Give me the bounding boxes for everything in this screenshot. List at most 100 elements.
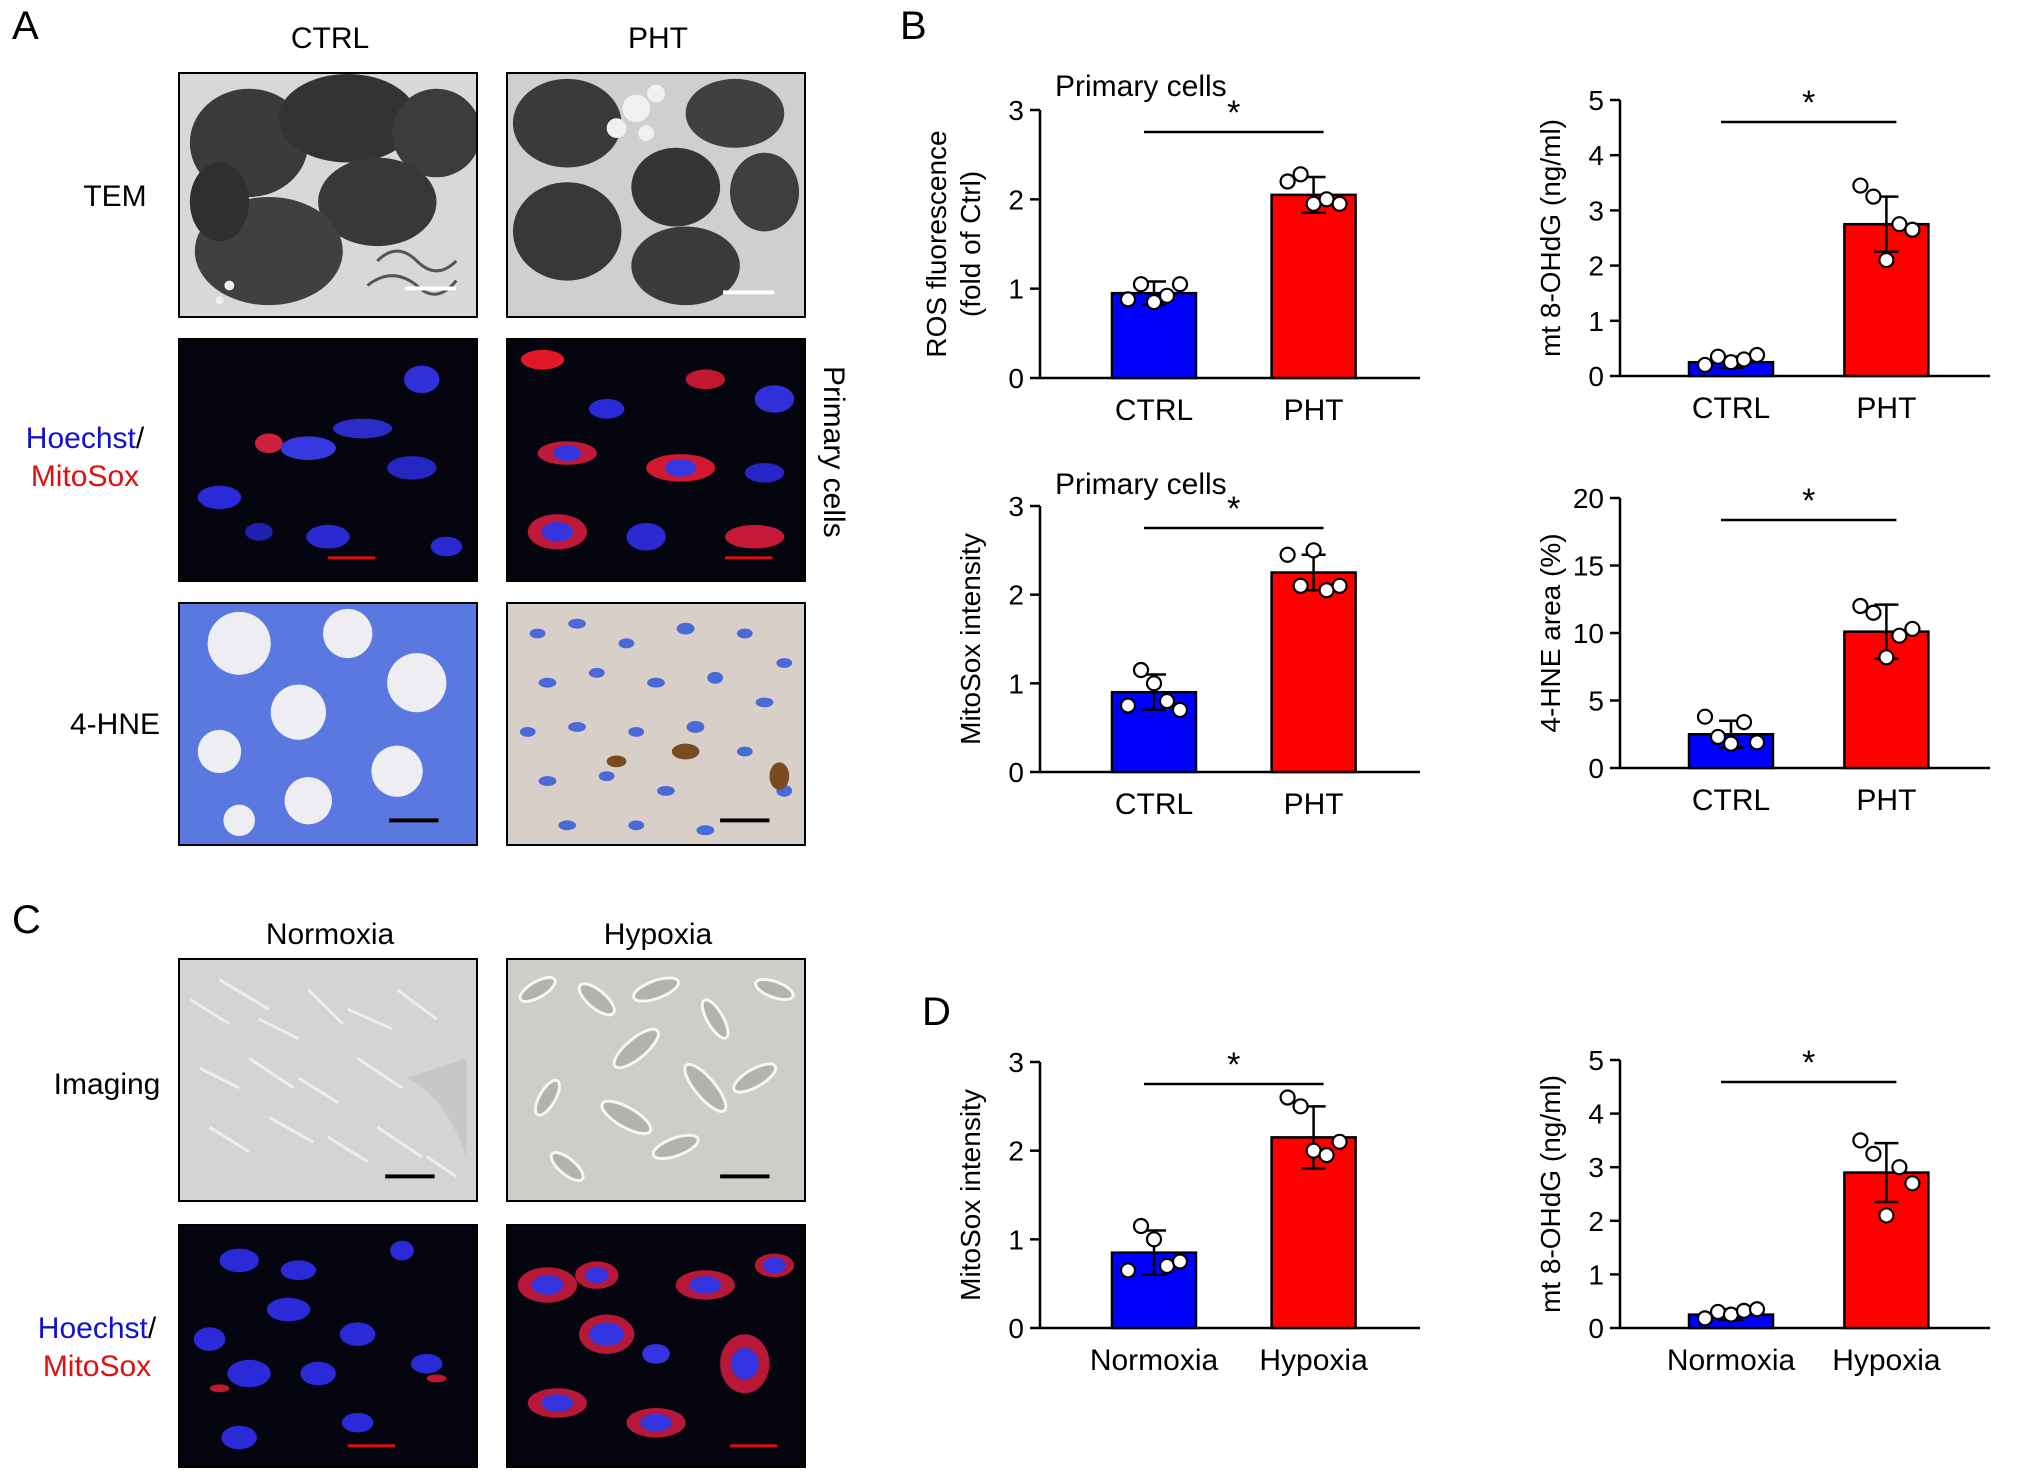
data-point [1878,1207,1895,1224]
chart-mt-8-ohdg-hypoxia: 0 1 2 3 4 5 mt 8-OHdG (ng/ml) Normoxia Hypoxia * [1535,1044,1990,1377]
data-point [1865,1145,1882,1162]
chart-mitosox-primary: 0 1 2 3 MitoSox intensity Primary cells CTRL PH… [955,468,1420,821]
panel-letter-b: B [900,4,927,48]
y-tick-label: 20 [1573,483,1604,514]
chart-4-hne-area: 0 5 10 15 204-HNE area (%) CTRL PHT * [1535,482,1990,817]
data-point [1331,1133,1348,1150]
data-point [1748,346,1766,364]
label-slash-c: / [147,1312,157,1345]
data-point [1891,627,1908,644]
data-point [1904,1175,1921,1192]
data-point [1735,714,1753,731]
y-tick-label: 0 [1588,1313,1604,1344]
y-tick-label: 1 [1588,1259,1604,1290]
tem-ctrl-micrograph [178,72,478,318]
data-point [1292,1098,1309,1115]
data-point [1748,1301,1766,1318]
y-tick-label: 5 [1588,686,1604,717]
significance-star: * [1802,84,1815,122]
column-label-pht: PHT [628,22,688,55]
data-point [1331,577,1348,594]
category-label-hypoxia: Hypoxia [1832,1344,1941,1377]
mitosox-hypoxia-micrograph [506,1224,806,1468]
significance-star: * [1802,482,1815,520]
data-point [1722,354,1740,371]
data-point [1904,620,1921,638]
panel-letter-d: D [922,990,951,1034]
y-tick-label: 1 [1008,668,1024,699]
category-label-ctrl: CTRL [1115,788,1193,821]
mitosox-normoxia-micrograph [178,1224,478,1468]
imaging-normoxia-micrograph [178,958,478,1202]
category-label-normoxia: Normoxia [1090,1344,1219,1377]
bar-pht [1270,193,1357,380]
data-point [1145,675,1163,692]
y-tick-label: 0 [1588,361,1604,392]
row-label-tem: TEM [83,180,147,213]
data-point [1158,692,1176,710]
y-axis-label: mt 8-OHdG (ng/ml) [1535,119,1566,357]
data-point [1279,1089,1296,1106]
y-tick-label: 2 [1008,1136,1024,1167]
column-label-normoxia: Normoxia [265,918,395,951]
y-axis-label: 4-HNE area (%) [1535,533,1566,732]
y-tick-label: 1 [1008,274,1024,305]
data-point [1865,604,1882,621]
data-point [1852,177,1869,194]
data-point [1305,195,1322,212]
column-label-ctrl: CTRL [290,22,370,55]
data-point [1158,1257,1176,1275]
category-label-pht: PHT [1856,784,1916,817]
y-axis-label: mt 8-OHdG (ng/ml) [1535,1075,1566,1313]
y-axis-label: ROS fluorescence [921,130,952,357]
y-axis-label: (fold of Ctrl) [955,171,986,317]
y-tick-label: 15 [1573,551,1604,582]
row-label-hoechst-mitosox-c: Hoechst/ MitoSox [22,1310,172,1385]
data-point [1891,216,1908,233]
data-point [1696,708,1714,725]
data-point [1171,276,1189,293]
data-point [1878,251,1895,269]
data-point [1904,221,1921,238]
y-tick-label: 0 [1008,757,1024,788]
column-label-hypoxia: Hypoxia [603,918,713,951]
y-tick-label: 2 [1588,1206,1604,1237]
bar-pht [1270,571,1357,774]
hne-ctrl-micrograph [178,602,478,846]
significance-star: * [1227,1046,1240,1084]
data-point [1119,697,1137,714]
data-point [1318,191,1335,208]
data-point [1696,1310,1714,1327]
y-tick-label: 3 [1588,195,1604,226]
mitosox-label-c: MitoSox [42,1349,152,1383]
data-point [1852,597,1869,615]
data-point [1709,728,1727,746]
data-point [1735,1302,1753,1319]
data-point [1279,546,1296,563]
chart-title: Primary cells [1055,70,1227,103]
significance-star: * [1227,490,1240,528]
mitosox-label: MitoSox [30,459,140,493]
y-tick-label: 0 [1588,753,1604,784]
data-point [1722,1306,1740,1323]
category-label-pht: PHT [1284,394,1344,427]
imaging-hypoxia-micrograph [506,958,806,1202]
y-tick-label: 1 [1588,306,1604,337]
y-tick-label: 4 [1588,1099,1604,1130]
data-point [1171,1253,1189,1270]
y-axis-label: MitoSox intensity [955,533,986,745]
panel-letter-c: C [12,898,41,942]
category-label-ctrl: CTRL [1692,392,1770,425]
y-tick-label: 3 [1008,1047,1024,1078]
data-point [1279,173,1296,190]
panel-letter-a: A [12,4,39,48]
data-point [1318,1147,1335,1164]
y-tick-label: 3 [1008,95,1024,126]
label-slash: / [135,422,145,455]
data-point [1158,287,1176,304]
y-tick-label: 4 [1588,140,1604,171]
hoechst-label: Hoechst [25,422,136,455]
data-point [1709,348,1727,365]
data-point [1722,735,1740,752]
data-point [1696,356,1714,374]
